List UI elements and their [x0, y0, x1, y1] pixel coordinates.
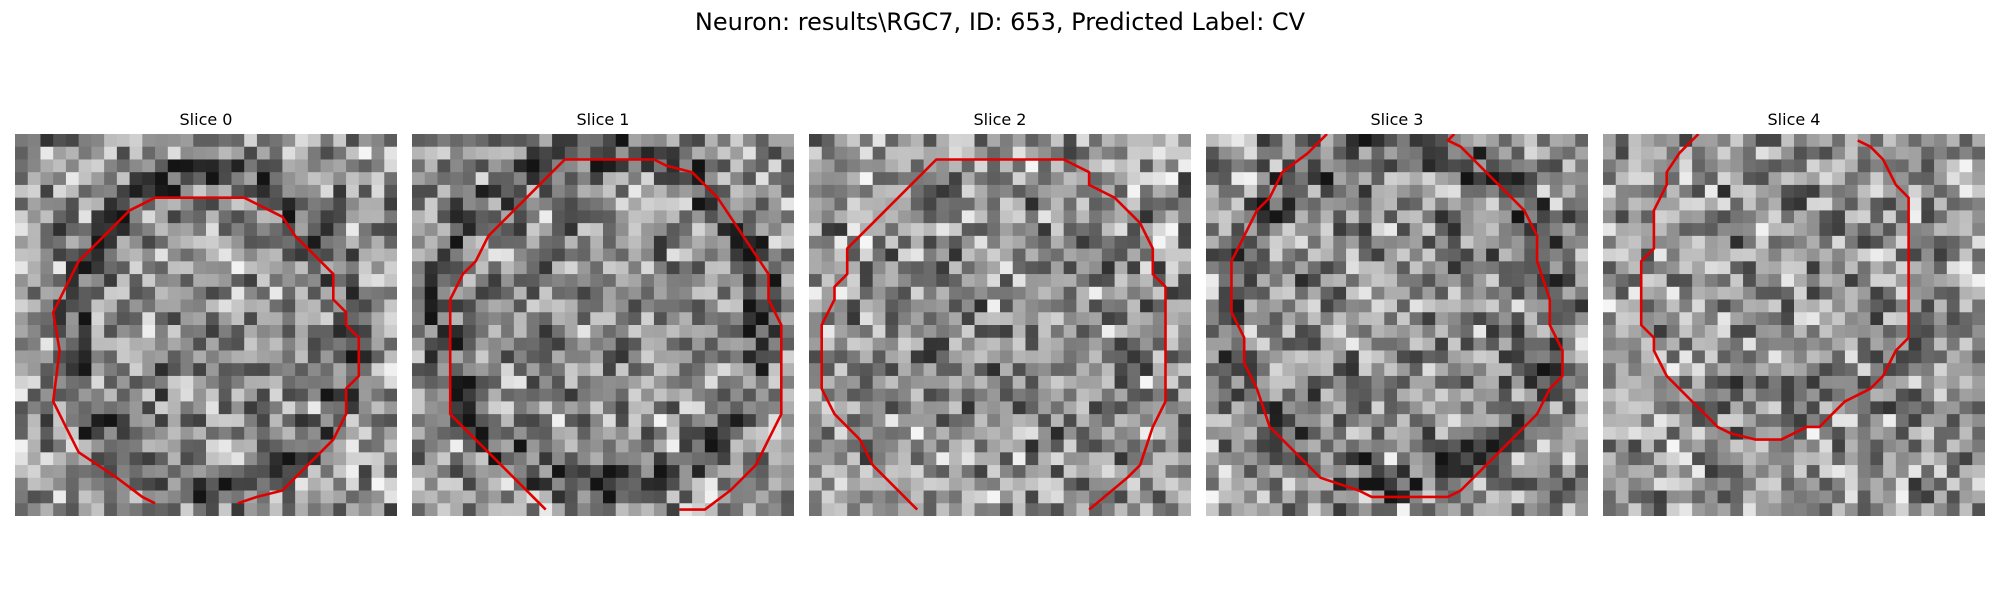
slice-image [809, 134, 1191, 516]
slice-image [1206, 134, 1588, 516]
segmentation-contour [51, 196, 361, 505]
slice-panel-3: Slice 3 [1206, 110, 1588, 516]
segmentation-contour [820, 158, 1167, 511]
slice-title: Slice 3 [1370, 110, 1424, 129]
figure-title: Neuron: results\RGC7, ID: 653, Predicted… [694, 8, 1306, 36]
slice-panel-4: Slice 4 [1603, 110, 1985, 516]
slice-panel-0: Slice 0 [15, 110, 397, 516]
slice-image [15, 134, 397, 516]
slice-image [1603, 134, 1985, 516]
slice-title: Slice 2 [973, 110, 1027, 129]
slice-title: Slice 4 [1767, 110, 1821, 129]
slice-title: Slice 1 [576, 110, 630, 129]
slice-panel-2: Slice 2 [809, 110, 1191, 516]
slice-title: Slice 0 [179, 110, 233, 129]
segmentation-contour [1639, 134, 1910, 441]
segmentation-contour [448, 158, 783, 511]
segmentation-contour [1230, 134, 1564, 499]
slice-image [412, 134, 794, 516]
slice-panel-1: Slice 1 [412, 110, 794, 516]
